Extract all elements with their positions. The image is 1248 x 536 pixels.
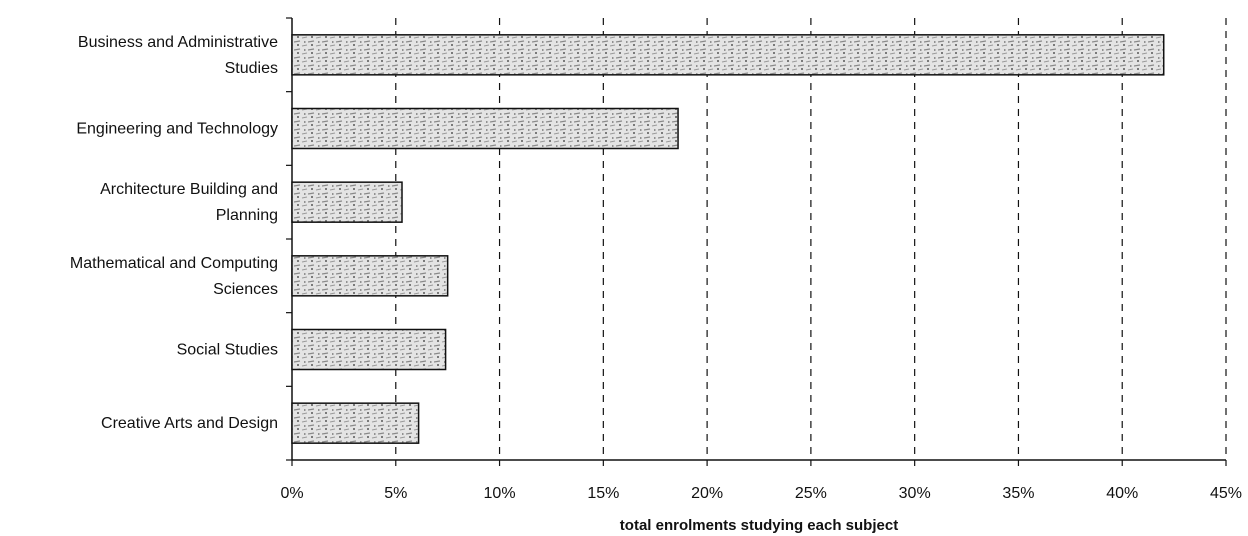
bar-0 bbox=[291, 34, 1165, 76]
bar-2 bbox=[291, 181, 403, 223]
category-label-0-1: Studies bbox=[225, 60, 278, 77]
bars-group bbox=[291, 34, 1165, 444]
x-tick-label-9: 45% bbox=[1210, 485, 1242, 502]
bar-5 bbox=[291, 402, 420, 444]
x-tick-label-3: 15% bbox=[587, 485, 619, 502]
bar-1 bbox=[291, 107, 679, 150]
category-label-0-0: Business and Administrative bbox=[78, 34, 278, 51]
x-tick-label-0: 0% bbox=[280, 485, 303, 502]
bar-4 bbox=[291, 328, 447, 371]
category-label-4-0: Social Studies bbox=[177, 342, 278, 359]
x-tick-label-6: 30% bbox=[899, 485, 931, 502]
x-tick-label-2: 10% bbox=[484, 485, 516, 502]
x-tick-label-4: 20% bbox=[691, 485, 723, 502]
category-label-3-1: Sciences bbox=[213, 281, 278, 298]
x-tick-label-1: 5% bbox=[384, 485, 407, 502]
category-label-2-1: Planning bbox=[216, 207, 278, 224]
category-label-1-0: Engineering and Technology bbox=[76, 121, 278, 138]
x-tick-label-5: 25% bbox=[795, 485, 827, 502]
x-tick-labels: 0% 5% 10% 15% 20% 25% 30% 35% 40% 45% bbox=[280, 485, 1242, 502]
category-label-3-0: Mathematical and Computing bbox=[70, 255, 278, 272]
x-tick-label-7: 35% bbox=[1002, 485, 1034, 502]
vertical-gridlines bbox=[395, 18, 1227, 460]
bar-3 bbox=[291, 255, 449, 297]
x-tick-label-8: 40% bbox=[1106, 485, 1138, 502]
category-labels: Business and Administrative Studies Engine… bbox=[70, 34, 278, 432]
category-label-2-0: Architecture Building and bbox=[100, 181, 278, 198]
category-label-5-0: Creative Arts and Design bbox=[101, 415, 278, 432]
x-axis-title: total enrolments studying each subject bbox=[620, 517, 898, 534]
chart-axes bbox=[286, 17, 1227, 466]
